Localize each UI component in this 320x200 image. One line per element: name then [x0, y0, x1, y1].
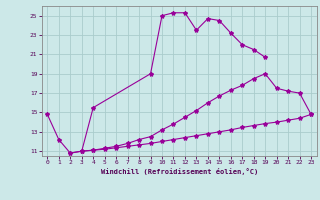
X-axis label: Windchill (Refroidissement éolien,°C): Windchill (Refroidissement éolien,°C) [100, 168, 258, 175]
